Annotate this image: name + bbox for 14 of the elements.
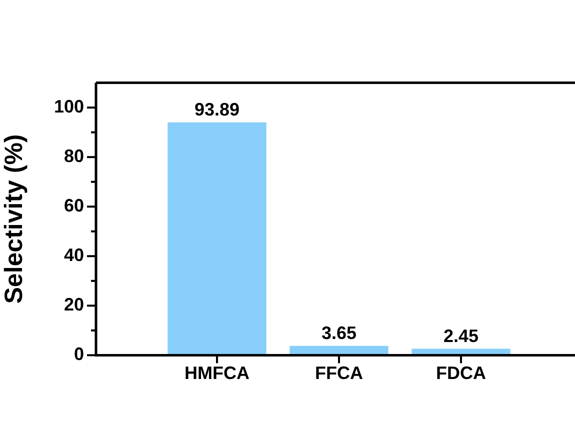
x-tick-label: FFCA (315, 362, 363, 383)
bar (168, 122, 266, 356)
x-tick-label: FDCA (436, 362, 486, 383)
x-tick-label: HMFCA (184, 362, 250, 383)
data-label: 2.45 (443, 326, 479, 346)
y-tick-label: 80 (64, 146, 84, 166)
data-label: 3.65 (321, 323, 357, 344)
y-tick-label: 100 (54, 96, 84, 117)
y-tick-label: 20 (64, 294, 84, 315)
y-tick-label: 60 (64, 196, 84, 216)
y-tick-label: 40 (64, 245, 84, 266)
y-tick-label: 0 (74, 344, 84, 364)
data-label: 93.89 (194, 100, 240, 120)
y-axis-title: Selectivity (%) (0, 134, 28, 304)
